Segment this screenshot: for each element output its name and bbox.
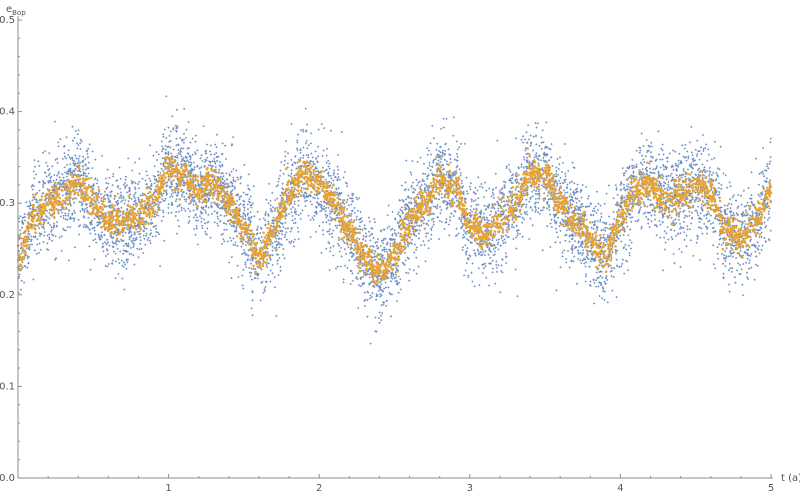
y-tick-label: 0.2	[0, 290, 15, 301]
y-tick-label: 0.3	[0, 198, 15, 209]
series-orange-points	[16, 147, 773, 285]
y-ticks: 0.0 0.1 0.2 0.3 0.4 0.5	[0, 15, 22, 484]
x-tick-label: 3	[467, 483, 473, 494]
y-tick-label: 0.4	[0, 107, 15, 118]
x-axis-label: t (a)	[781, 473, 800, 484]
series-orange-scatter	[16, 147, 773, 285]
x-tick-label: 1	[165, 483, 171, 494]
axes: 1 2 3 4 5 0.0 0.1 0.2 0.3 0.4 0.5	[0, 15, 774, 494]
y-tick-label: 0.5	[0, 15, 15, 26]
x-tick-label: 5	[768, 483, 774, 494]
x-ticks: 1 2 3 4 5	[17, 474, 774, 494]
y-axis-label-main: e	[6, 4, 12, 15]
y-tick-label: 0.0	[0, 473, 15, 484]
x-tick-label: 2	[316, 483, 322, 494]
y-tick-label: 0.1	[0, 381, 15, 392]
y-axis-label: eBop	[6, 4, 26, 17]
y-axis-label-sub: Bop	[12, 9, 26, 17]
x-tick-label: 4	[617, 483, 623, 494]
